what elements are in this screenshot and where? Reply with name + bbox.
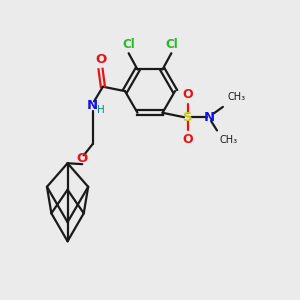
Text: N: N [204, 111, 215, 124]
Text: CH₃: CH₃ [220, 135, 238, 145]
Text: O: O [182, 88, 193, 101]
Text: O: O [182, 134, 193, 146]
Text: Cl: Cl [122, 38, 135, 51]
Text: H: H [97, 105, 105, 115]
Text: CH₃: CH₃ [227, 92, 245, 103]
Text: S: S [183, 111, 192, 124]
Text: N: N [87, 99, 98, 112]
Text: Cl: Cl [165, 38, 178, 51]
Text: O: O [95, 53, 106, 66]
Text: O: O [77, 152, 88, 165]
